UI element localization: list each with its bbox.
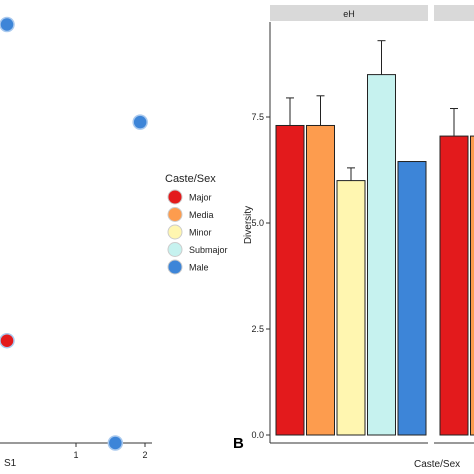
legend: Caste/Sex Major Media Minor Submajor Male bbox=[165, 173, 228, 275]
scatter-point bbox=[0, 332, 15, 349]
next-facet-bars bbox=[439, 108, 474, 436]
bar bbox=[275, 124, 305, 436]
scatter-point bbox=[0, 16, 15, 33]
y-axis-title: Diversity bbox=[243, 206, 254, 244]
facet-strip-label: eH bbox=[343, 9, 355, 19]
bar bbox=[367, 74, 396, 436]
x-axis-title: Caste/Sex bbox=[414, 459, 460, 470]
bar bbox=[306, 124, 335, 436]
legend-key bbox=[167, 224, 183, 240]
y-tick-label: 2.5 bbox=[251, 324, 264, 334]
x-axis-label: S1 bbox=[4, 458, 17, 469]
x-tick-label: 2 bbox=[142, 450, 147, 460]
bars bbox=[275, 40, 427, 436]
y-tick-label: 5.0 bbox=[251, 218, 264, 228]
legend-key bbox=[167, 207, 183, 222]
bar bbox=[397, 161, 427, 436]
bar bbox=[336, 180, 366, 436]
y-tick-label: 0.0 bbox=[251, 430, 264, 440]
legend-key bbox=[167, 189, 183, 205]
scatter-point bbox=[107, 435, 124, 451]
legend-label: Submajor bbox=[189, 245, 228, 255]
legend-label: Minor bbox=[189, 228, 212, 238]
facet-strip-next bbox=[434, 5, 474, 21]
y-tick-label: 7.5 bbox=[251, 112, 264, 122]
legend-title: Caste/Sex bbox=[165, 173, 216, 185]
facet-strip bbox=[270, 5, 428, 21]
legend-key bbox=[167, 242, 183, 257]
legend-label: Male bbox=[189, 263, 209, 273]
y-axis-ticks: 0.0 2.5 5.0 7.5 bbox=[251, 112, 270, 440]
bar bbox=[439, 135, 469, 436]
panel-label: B bbox=[233, 435, 244, 452]
legend-label: Major bbox=[189, 193, 212, 203]
bar bbox=[470, 135, 474, 436]
scatter-points bbox=[0, 16, 148, 451]
diversity-bar-panel: B Diversity eH 0.0 2.5 5.0 7.5 Caste/Sex bbox=[233, 5, 474, 470]
legend-label: Media bbox=[189, 210, 214, 220]
scatter-point bbox=[132, 114, 148, 130]
x-tick-label: 1 bbox=[73, 450, 78, 460]
legend-key bbox=[167, 259, 183, 275]
